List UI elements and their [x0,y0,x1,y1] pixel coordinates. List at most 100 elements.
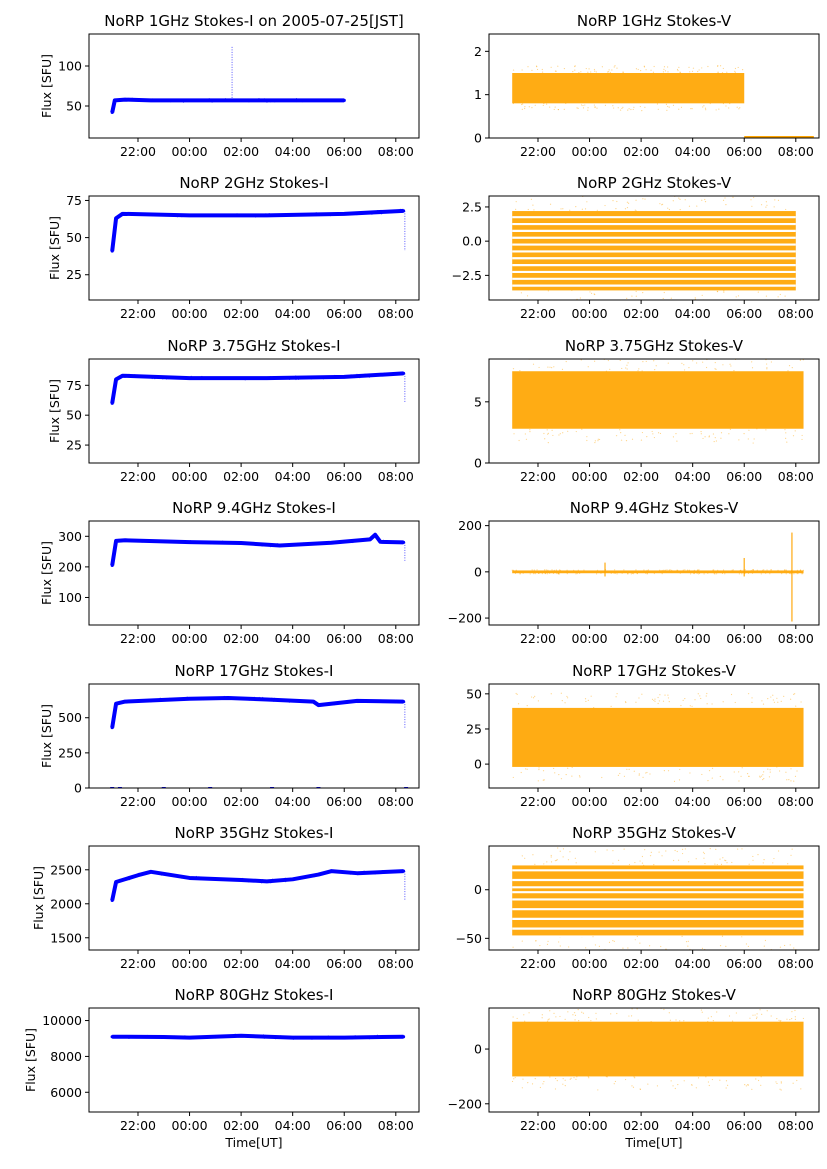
outlier-point [610,1013,612,1015]
noise-point [398,373,400,375]
outlier-point [693,572,695,575]
outlier-point [575,862,577,864]
y-tick-label: 250 [58,745,82,760]
outlier-point [535,940,537,942]
outlier-point [642,192,643,193]
outlier-point [696,362,698,364]
outlier-point [642,361,644,363]
outlier-point [549,366,551,368]
outlier-point [610,572,612,574]
noise-point [159,697,161,699]
outlier-point [612,200,614,202]
outlier-point [641,431,644,434]
x-tick-label: 00:00 [172,631,208,646]
noise-point [211,877,213,879]
outlier-point [646,572,648,574]
noise-point [148,100,150,102]
noise-point [208,100,210,103]
outlier-point [776,766,778,768]
outlier-point [516,1017,518,1020]
noise-point [349,873,351,875]
outlier-point [616,67,618,69]
outlier-point [723,290,725,292]
outlier-point [558,569,561,571]
outlier-point [705,1076,707,1078]
data-point [149,98,153,102]
outlier-point [513,433,515,435]
noise-point [138,699,140,701]
outlier-point [665,850,667,852]
noise-point [257,1034,259,1037]
outlier-point [524,106,526,108]
outlier-point [689,772,691,774]
x-tick-label: 22:00 [120,956,156,971]
outlier-point [642,292,644,294]
x-tick-label: 04:00 [675,306,711,321]
outlier-point [695,1087,697,1089]
outlier-point [769,769,771,771]
noise-point [390,701,392,703]
outlier-point [697,1077,700,1079]
noise-point [132,1036,134,1039]
outlier-point [522,952,523,953]
outlier-point [640,69,642,72]
outlier-point [745,943,748,945]
noise-point [236,98,238,100]
outlier-point [663,291,665,294]
noise-point [357,701,359,704]
outlier-point [539,944,541,947]
outlier-point [536,569,538,571]
outlier-point [668,569,670,571]
outlier-point [527,1082,529,1084]
noise-point [193,541,195,544]
outlier-point [532,951,533,952]
noise-point [274,699,276,702]
outlier-point [581,1011,583,1013]
outlier-point [557,847,559,849]
noise-point [312,542,315,545]
noise-point [188,377,191,379]
outlier-point [569,209,571,211]
outlier-point [521,69,523,71]
outlier-point [560,208,562,210]
outlier-point [619,109,622,111]
axes-frame [88,33,420,139]
y-tick-label: 0 [474,131,482,146]
outlier-point [584,208,587,210]
noise-point [131,100,134,102]
outlier-point [532,363,535,365]
outlier-point [715,368,717,370]
x-tick-label: 02:00 [623,144,659,159]
outlier-point [577,950,578,951]
outlier-point [753,438,755,440]
outlier-point [627,362,629,364]
chart-title: NoRP 9.4GHz Stokes-I [172,499,336,517]
outlier-point [734,67,737,70]
outlier-point [749,1017,751,1019]
outlier-point [629,193,630,194]
outlier-point [649,855,652,857]
outlier-point [515,201,517,203]
outlier-point [656,103,659,105]
outlier-point [609,71,611,74]
noise-point [271,697,273,699]
noise-point [173,876,175,878]
noise-point [249,543,252,545]
outlier-point [722,857,724,859]
noise-point [215,215,217,217]
noise-point [356,213,358,216]
noise-point [341,700,344,702]
noise-point [285,214,287,216]
x-tick-label: 08:00 [778,794,814,809]
outlier-point [547,290,549,292]
outlier-point [682,569,684,571]
outlier-point [644,849,646,851]
outlier-point [581,208,583,210]
outlier-point [684,199,686,201]
outlier-point [544,572,546,575]
outlier-point [734,70,736,72]
noise-point [262,100,264,102]
outlier-point [586,201,588,203]
outlier-point [520,771,522,774]
outlier-point [700,697,702,700]
